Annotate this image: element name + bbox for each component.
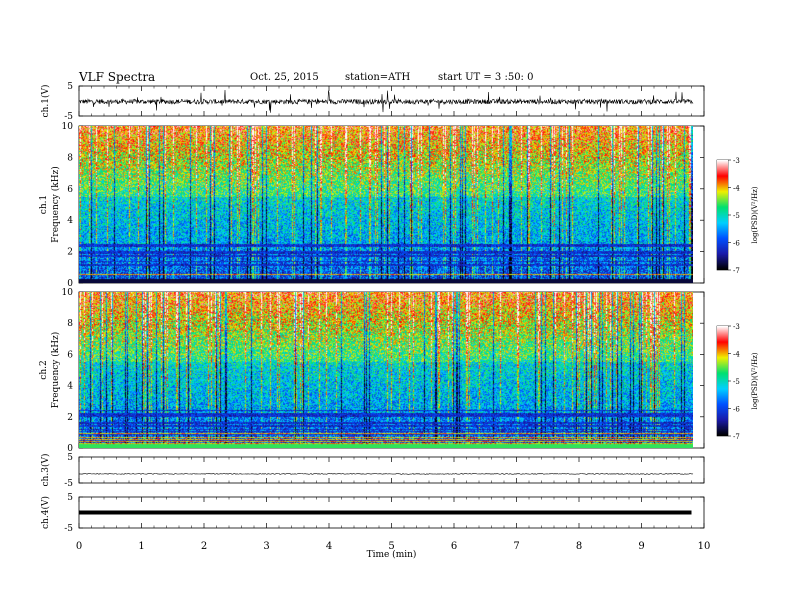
- plot-station: station=ATH: [345, 72, 411, 83]
- frequency-y-label: Frequency (kHz): [50, 166, 61, 243]
- y-tick-label: -5: [64, 112, 73, 122]
- colorbar-tick-label: -6: [733, 240, 740, 248]
- plot-title: VLF Spectra: [79, 70, 156, 84]
- colorbar-tick-label: -4: [733, 185, 740, 193]
- x-tick-label: 7: [513, 541, 519, 552]
- x-tick-label: 10: [698, 541, 711, 552]
- ch2-spectrogram-image: [79, 292, 693, 448]
- y-tick-label: 0: [67, 444, 73, 454]
- plot-start-time: start UT = 3 :50: 0: [438, 72, 534, 83]
- colorbar-tick-label: -4: [733, 351, 740, 359]
- y-tick-label: 4: [67, 216, 73, 226]
- y-tick-label: 10: [62, 288, 74, 298]
- y-tick-label: 6: [67, 185, 73, 195]
- colorbar-tick-label: -3: [733, 157, 740, 165]
- x-tick-label: 9: [638, 541, 644, 552]
- y-tick-label: 8: [67, 319, 73, 329]
- colorbar-label: log(PSD)(V²/Hz): [751, 186, 759, 243]
- colorbar-tick-label: -6: [733, 406, 740, 414]
- ch2-spec-y-label: ch.2: [39, 360, 49, 379]
- y-tick-label: 0: [67, 279, 73, 289]
- ch3-y-label: ch.3(V): [40, 454, 51, 487]
- x-tick-label: 6: [451, 541, 457, 552]
- colorbar-tick-label: -5: [733, 212, 740, 220]
- frequency-y-label: Frequency (kHz): [50, 332, 61, 409]
- ch1-spectrogram-image: [79, 126, 693, 283]
- x-tick-label: 5: [388, 541, 394, 552]
- waveform-traces: [78, 89, 694, 515]
- x-tick-label: 4: [326, 541, 332, 552]
- ch4-y-label: ch.4(V): [40, 496, 51, 529]
- ch3-waveform-line: [78, 473, 694, 475]
- ch2-colorbar: [717, 326, 728, 436]
- plot-date: Oct. 25, 2015: [250, 72, 319, 83]
- ch1-y-label: ch.1(V): [40, 85, 51, 118]
- ch1-waveform-line: [78, 89, 694, 113]
- x-axis-label: Time (min): [367, 549, 417, 560]
- y-tick-label: 6: [67, 350, 73, 360]
- x-tick-label: 0: [76, 541, 82, 552]
- y-tick-label: 2: [67, 413, 73, 423]
- x-tick-label: 8: [576, 541, 582, 552]
- y-tick-label: 2: [67, 248, 73, 258]
- ch1-colorbar: [717, 160, 728, 270]
- y-tick-label: 5: [67, 82, 73, 92]
- y-tick-label: 5: [67, 453, 73, 463]
- x-tick-label: 1: [138, 541, 144, 552]
- y-tick-label: 5: [67, 493, 73, 503]
- colorbar-tick-label: -5: [733, 378, 740, 386]
- colorbar-tick-label: -7: [733, 433, 740, 441]
- y-tick-label: 4: [67, 382, 73, 392]
- x-tick-label: 2: [201, 541, 207, 552]
- ch1-spec-y-label: ch.1: [39, 195, 49, 214]
- y-tick-label: -5: [64, 479, 73, 489]
- y-tick-label: 10: [62, 122, 74, 132]
- colorbar-tick-label: -7: [733, 267, 740, 275]
- x-tick-label: 3: [263, 541, 269, 552]
- colorbar-tick-label: -3: [733, 323, 740, 331]
- y-tick-label: -5: [64, 524, 73, 534]
- colorbar-label: log(PSD)(V²/Hz): [751, 352, 759, 409]
- y-tick-label: 8: [67, 153, 73, 163]
